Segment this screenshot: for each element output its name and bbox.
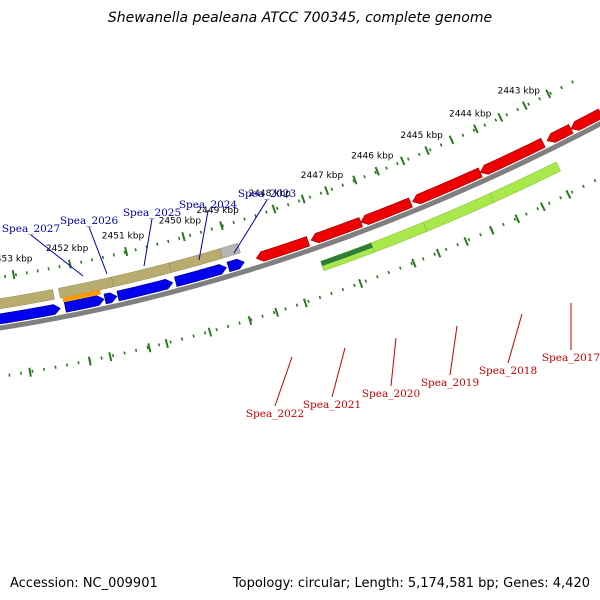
gene-leader-line — [30, 234, 84, 277]
kbp-tick-mark — [247, 315, 253, 326]
kbp-tick-mark — [448, 135, 455, 145]
gene-leader-line — [449, 325, 458, 376]
kbp-tick-mark — [358, 278, 364, 289]
kbp-tick-label: 2449 kbp — [196, 206, 239, 216]
kbp-tick-label: 2445 kbp — [400, 131, 443, 141]
gene-leader-line — [274, 356, 293, 407]
kbp-tick-label: 2444 kbp — [449, 110, 492, 120]
forward-gene-label[interactable]: Spea_2026 — [60, 215, 119, 227]
kbp-tick-mark — [271, 204, 277, 214]
reverse-gene-labels: Spea_2022Spea_2021Spea_2020Spea_2019Spea… — [246, 303, 600, 420]
kbp-tick-label: 2451 kbp — [102, 231, 145, 241]
kbp-tick-mark — [207, 327, 213, 337]
kbp-tick-mark — [219, 221, 224, 231]
genome-backbone — [0, 121, 600, 331]
accession-text: Accession: NC_009901 — [10, 576, 158, 591]
gene-leader-line — [507, 313, 523, 364]
kbp-tick-mark — [108, 352, 113, 362]
kbp-tick-mark — [274, 307, 279, 317]
kbp-tick-mark — [473, 124, 479, 134]
kbp-tick-mark — [87, 356, 92, 366]
kbp-tick-mark — [352, 175, 358, 185]
kbp-tick-mark — [411, 258, 417, 268]
kbp-tick-label: 2450 kbp — [159, 217, 202, 227]
forward-feature-segment — [0, 289, 55, 310]
forward-cds-arrow[interactable] — [116, 278, 174, 302]
kbp-tick-mark — [67, 259, 72, 269]
kbp-tick-mark — [11, 270, 16, 280]
forward-gene-label[interactable]: Spea_2024 — [179, 199, 238, 211]
gene-leader-line — [233, 199, 268, 254]
gene-leader-line — [143, 218, 153, 267]
kbp-tick-label: 2452 kbp — [46, 244, 89, 254]
genome-summary-text: Topology: circular; Length: 5,174,581 bp… — [232, 576, 590, 591]
reverse-gene-label[interactable]: Spea_2020 — [362, 388, 420, 400]
reverse-gene-label[interactable]: Spea_2019 — [421, 377, 479, 389]
reverse-gene-label[interactable]: Spea_2017 — [542, 352, 600, 364]
gene-leader-line — [390, 337, 397, 387]
forward-gene-label[interactable]: Spea_2025 — [123, 207, 181, 219]
forward-gene-label[interactable]: Spea_2023 — [238, 188, 296, 200]
reverse-cds-arrow[interactable] — [570, 108, 600, 131]
forward-feature-track — [0, 242, 241, 310]
forward-cds-arrow[interactable] — [174, 264, 227, 287]
kbp-tick-mark — [545, 89, 552, 99]
reverse-feature-track — [320, 161, 561, 272]
forward-cds-arrow[interactable] — [63, 295, 105, 313]
kbp-tick-mark — [164, 338, 169, 349]
kbp-tick-mark — [463, 236, 469, 247]
reverse-gene-label[interactable]: Spea_2022 — [246, 408, 304, 420]
reverse-gene-label[interactable]: Spea_2018 — [479, 365, 537, 377]
reverse-cds-track — [255, 108, 600, 262]
gene-leader-line — [331, 347, 346, 398]
kbp-tick-mark — [497, 112, 504, 122]
kbp-tick-label: 2446 kbp — [351, 152, 394, 162]
kbp-tick-label: 2447 kbp — [301, 171, 344, 181]
reverse-cds-arrow[interactable] — [255, 236, 311, 262]
rna-feature-segment — [62, 289, 101, 303]
kbp-tick-mark — [540, 202, 546, 212]
forward-cds-arrow[interactable] — [103, 292, 118, 305]
kbp-tick-mark — [514, 214, 521, 224]
kbp-tick-mark — [324, 186, 330, 196]
kbp-tick-mark — [488, 225, 495, 235]
reverse-cds-arrow[interactable] — [360, 197, 413, 225]
kbp-tick-mark — [435, 248, 442, 258]
reverse-cds-arrow[interactable] — [479, 137, 546, 175]
kbp-tick-mark — [521, 101, 528, 111]
gene-leader-line — [88, 226, 108, 275]
kbp-tick-mark — [565, 189, 572, 199]
kbp-tick-mark — [181, 232, 186, 242]
reverse-gene-label[interactable]: Spea_2021 — [303, 399, 361, 411]
kbp-tick-mark — [28, 367, 32, 377]
kbp-tick-mark — [374, 166, 380, 176]
forward-gene-label[interactable]: Spea_2027 — [2, 223, 60, 235]
inner-tick-ring — [8, 178, 597, 377]
kbp-tick-mark — [300, 194, 306, 204]
forward-cds-arrow[interactable] — [226, 258, 245, 273]
outer-tick-ring — [4, 80, 574, 279]
kbp-tick-mark — [302, 298, 308, 308]
kbp-tick-mark — [124, 246, 129, 257]
forward-feature-segment — [219, 242, 241, 259]
gene-leader-line — [198, 210, 209, 261]
forward-cds-track — [0, 258, 245, 325]
reverse-feature-segment — [489, 161, 561, 203]
reverse-feature-segment-dark — [320, 242, 373, 266]
forward-cds-arrow[interactable] — [0, 304, 61, 325]
reverse-feature-segment — [423, 193, 495, 232]
kbp-tick-label: 2448 kbp — [248, 189, 291, 199]
kbp-tick-label: 2443 kbp — [498, 86, 541, 96]
genome-title: Shewanella pealeana ATCC 700345, complet… — [108, 10, 492, 26]
kbp-tick-mark — [147, 343, 152, 353]
kbp-tick-mark — [400, 156, 406, 166]
kbp-tick-mark — [424, 146, 430, 156]
kbp-tick-label: 2453 kbp — [0, 254, 33, 264]
